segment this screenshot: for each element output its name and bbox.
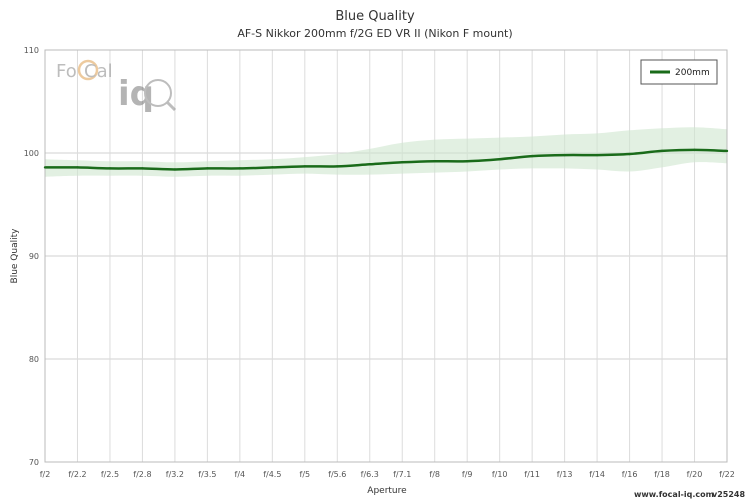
data-point-200mm[interactable] xyxy=(660,149,664,153)
series-confidence-band xyxy=(45,127,727,177)
data-point-200mm[interactable] xyxy=(108,167,112,170)
y-axis-ticks: 70 80 90 100 110 xyxy=(24,46,39,467)
focal-iq-logo: Fo Cal iq xyxy=(56,59,177,114)
y-tick-label: 90 xyxy=(29,252,39,261)
data-point-200mm[interactable] xyxy=(368,163,371,166)
plot-border xyxy=(44,49,728,463)
logo-lens-icon xyxy=(144,79,172,107)
x-tick-label: f/14 xyxy=(589,470,605,479)
y-tick-label: 80 xyxy=(29,355,39,364)
logo-text-fo: Fo xyxy=(56,61,77,82)
chart-title: Blue Quality xyxy=(335,9,415,24)
legend-box xyxy=(640,59,718,85)
logo-lens-handle xyxy=(165,100,177,112)
data-point-200mm[interactable] xyxy=(238,167,242,170)
x-tick-label: f/8 xyxy=(429,470,440,479)
x-tick-label: f/20 xyxy=(687,470,703,479)
x-axis-label: Aperture xyxy=(367,486,407,496)
x-tick-label: f/4.5 xyxy=(263,470,281,479)
x-tick-label: f/11 xyxy=(524,470,540,479)
data-point-200mm[interactable] xyxy=(43,166,47,169)
data-point-200mm[interactable] xyxy=(303,165,307,168)
footer-version: v25248 xyxy=(712,490,745,499)
x-tick-label: f/6.3 xyxy=(361,470,379,479)
data-point-200mm[interactable] xyxy=(465,160,469,163)
data-point-200mm[interactable] xyxy=(401,161,404,164)
data-point-200mm[interactable] xyxy=(206,167,209,170)
plot-area: Fo Cal iq xyxy=(43,49,729,463)
x-tick-label: f/16 xyxy=(622,470,638,479)
x-tick-label: f/5 xyxy=(300,470,311,479)
y-tick-label: 70 xyxy=(29,458,39,467)
series-line-200mm xyxy=(44,148,728,171)
x-tick-label: f/18 xyxy=(654,470,670,479)
x-tick-label: f/2.2 xyxy=(68,470,86,479)
data-point-200mm[interactable] xyxy=(141,167,144,170)
x-tick-label: f/2.5 xyxy=(101,470,119,479)
data-point-200mm[interactable] xyxy=(76,166,79,169)
x-tick-label: f/5.6 xyxy=(328,470,346,479)
x-tick-label: f/2 xyxy=(40,470,51,479)
grid-lines xyxy=(44,49,728,463)
data-point-200mm[interactable] xyxy=(498,157,501,161)
data-point-200mm[interactable] xyxy=(271,166,274,169)
data-point-200mm[interactable] xyxy=(530,154,534,158)
x-tick-label: f/3.5 xyxy=(198,470,216,479)
data-point-200mm[interactable] xyxy=(173,168,177,171)
legend-label-200mm: 200mm xyxy=(675,68,710,78)
data-point-200mm[interactable] xyxy=(433,160,436,163)
logo-text-cal: Cal xyxy=(84,61,113,82)
x-tick-label: f/10 xyxy=(492,470,508,479)
data-point-200mm[interactable] xyxy=(563,153,566,157)
data-point-200mm[interactable] xyxy=(725,149,729,153)
x-tick-label: f/2.8 xyxy=(133,470,151,479)
x-tick-label: f/3.2 xyxy=(166,470,184,479)
y-tick-label: 110 xyxy=(24,46,39,55)
x-tick-label: f/13 xyxy=(557,470,573,479)
x-tick-label: f/7.1 xyxy=(393,470,411,479)
footer-url[interactable]: www.focal-iq.com xyxy=(634,490,714,499)
x-tick-label: f/22 xyxy=(719,470,735,479)
y-axis-label: Blue Quality xyxy=(10,228,20,284)
data-point-200mm[interactable] xyxy=(595,153,599,157)
x-tick-label: f/4 xyxy=(235,470,246,479)
x-axis-ticks: f/2 f/2.2 f/2.5 f/2.8 f/3.2 f/3.5 f/4 f/4.5 f/5 f… xyxy=(40,470,735,479)
y-tick-label: 100 xyxy=(24,149,39,158)
logo-ring xyxy=(77,59,99,81)
footer: www.focal-iq.com v25248 xyxy=(634,490,745,499)
data-point-200mm[interactable] xyxy=(693,148,696,152)
chart-subtitle: AF-S Nikkor 200mm f/2G ED VR II (Nikon F… xyxy=(237,27,512,40)
data-point-200mm[interactable] xyxy=(628,152,631,156)
legend[interactable]: 200mm xyxy=(640,59,718,85)
data-point-200mm[interactable] xyxy=(336,165,339,168)
x-tick-label: f/9 xyxy=(462,470,473,479)
logo-text-iq: iq xyxy=(118,74,154,114)
